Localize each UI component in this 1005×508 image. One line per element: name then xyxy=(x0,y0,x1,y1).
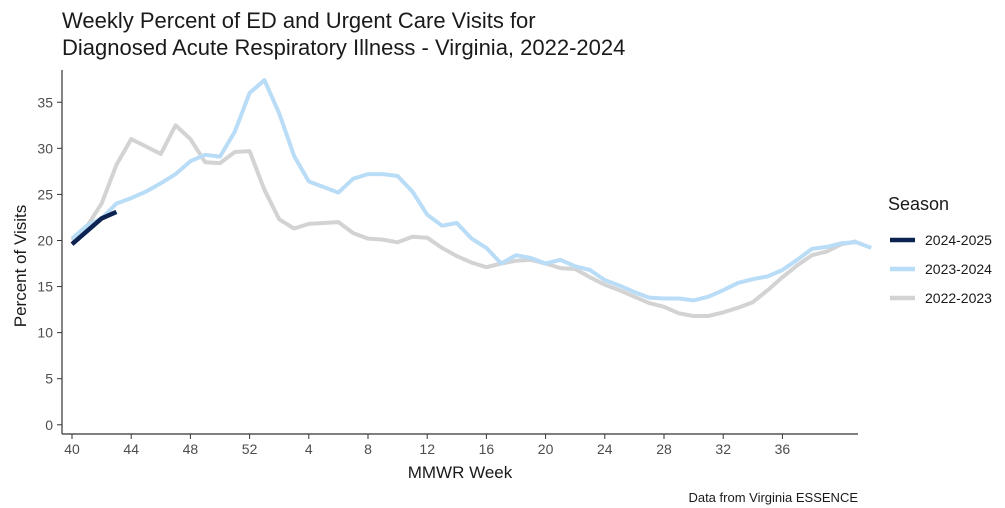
x-axis-ticks: 40 44 48 52 4 8 12 16 20 24 28 32 36 xyxy=(64,434,790,457)
x-tick-label: 12 xyxy=(419,441,435,457)
x-tick-label: 20 xyxy=(538,441,554,457)
x-tick-label: 4 xyxy=(305,441,313,457)
chart-title-line-2: Diagnosed Acute Respiratory Illness - Vi… xyxy=(62,35,625,60)
y-tick-label: 20 xyxy=(37,232,53,248)
y-tick-label: 30 xyxy=(37,140,53,156)
x-tick-label: 24 xyxy=(597,441,613,457)
series-line-2023-2024 xyxy=(70,78,872,303)
y-axis-ticks: 0 5 10 15 20 25 30 35 xyxy=(37,94,62,433)
chart-title-line-1: Weekly Percent of ED and Urgent Care Vis… xyxy=(62,8,536,33)
y-tick-label: 5 xyxy=(45,371,53,387)
legend-label-2024-2025: 2024-2025 xyxy=(925,232,992,248)
y-axis-title: Percent of Visits xyxy=(11,205,30,328)
x-tick-label: 16 xyxy=(479,441,495,457)
x-tick-label: 36 xyxy=(775,441,791,457)
series-line-2024-2025 xyxy=(70,209,118,246)
x-tick-label: 52 xyxy=(242,441,258,457)
chart-caption: Data from Virginia ESSENCE xyxy=(688,490,858,505)
y-tick-label: 0 xyxy=(45,417,53,433)
x-tick-label: 8 xyxy=(364,441,372,457)
series-line-2022-2023 xyxy=(70,123,857,318)
y-tick-label: 10 xyxy=(37,325,53,341)
x-tick-label: 28 xyxy=(656,441,672,457)
x-tick-label: 44 xyxy=(123,441,139,457)
y-tick-label: 35 xyxy=(37,94,53,110)
y-tick-label: 25 xyxy=(37,186,53,202)
x-tick-label: 40 xyxy=(64,441,80,457)
plot-area xyxy=(70,78,872,318)
x-tick-label: 48 xyxy=(183,441,199,457)
x-axis-title: MMWR Week xyxy=(408,463,513,482)
legend: Season 2024-2025 2023-2024 2022-2023 xyxy=(888,194,992,306)
y-tick-label: 15 xyxy=(37,279,53,295)
legend-title: Season xyxy=(888,194,949,214)
legend-label-2023-2024: 2023-2024 xyxy=(925,261,992,277)
x-tick-label: 32 xyxy=(715,441,731,457)
legend-items: 2024-2025 2023-2024 2022-2023 xyxy=(890,232,992,306)
legend-label-2022-2023: 2022-2023 xyxy=(925,290,992,306)
